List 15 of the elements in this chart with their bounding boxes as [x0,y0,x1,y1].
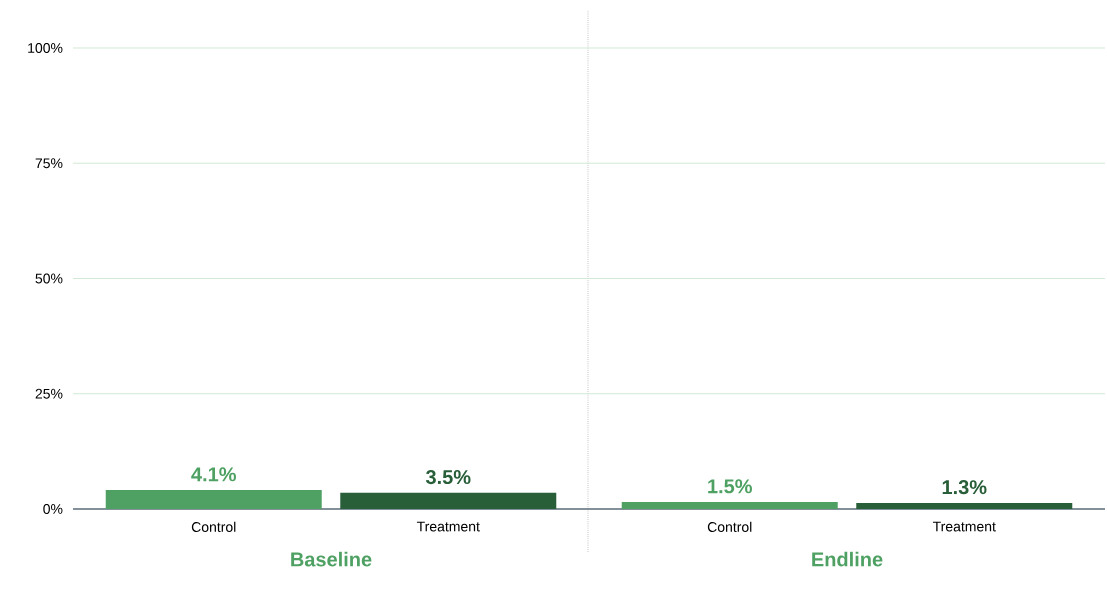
y-tick-label: 75% [35,158,63,169]
y-tick-label: 25% [35,388,63,399]
data-label: 1.5% [708,479,752,494]
data-label: 3.5% [425,469,471,485]
x-axis-title: Endline [812,551,883,567]
x-tick-label: Treatment [416,521,480,532]
y-tick-label: 50% [35,273,63,284]
y-tick-label: 100% [28,43,63,53]
data-label: 4.1% [191,467,236,482]
x-tick-label: Treatment [932,521,996,532]
x-tick-label: Control [707,521,752,532]
y-tick-label: 0% [43,504,63,514]
data-label: 1.3% [942,480,987,495]
x-tick-label: Control [191,521,236,532]
x-axis-title: Baseline [291,551,372,567]
